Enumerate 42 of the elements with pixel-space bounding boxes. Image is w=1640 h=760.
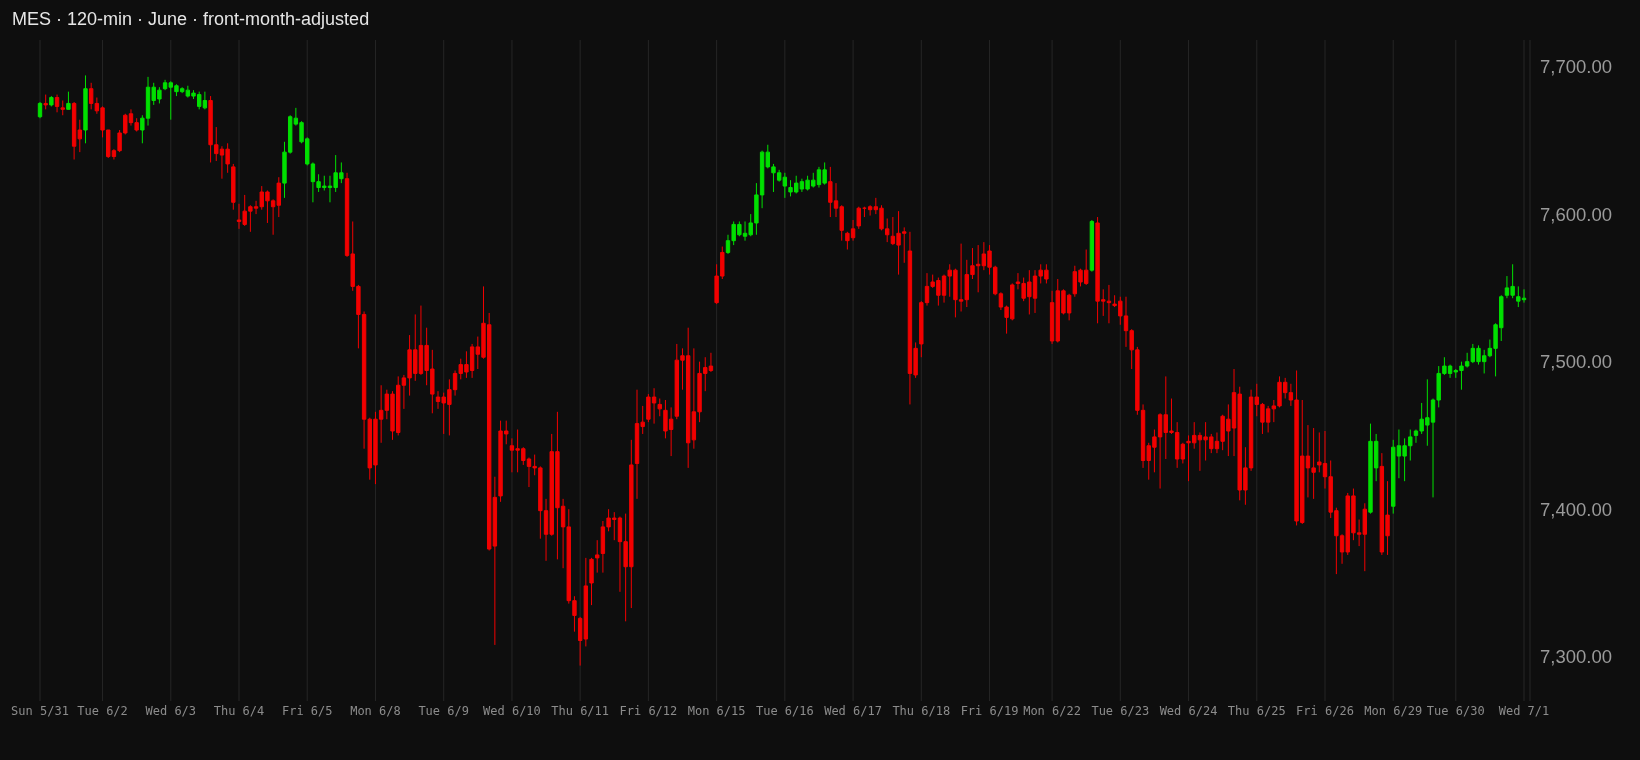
x-tick-label: Wed 6/10: [483, 704, 541, 718]
x-tick-label: Thu 6/25: [1227, 704, 1286, 718]
y-tick-label: 7,300.00: [1539, 646, 1612, 668]
candlestick: [589, 557, 594, 606]
x-tick-label: Tue 6/23: [1091, 704, 1150, 718]
y-tick-label: 7,500.00: [1539, 351, 1612, 373]
candlestick: [657, 398, 662, 417]
x-tick-label: Fri 6/5: [281, 704, 333, 718]
y-tick-label: 7,600.00: [1539, 203, 1612, 225]
candlestick: [60, 99, 65, 116]
x-tick-label: Sun 5/31: [11, 704, 69, 718]
candlestick: [1089, 219, 1095, 273]
y-tick-label: 7,700.00: [1539, 56, 1612, 78]
x-tick-label: Tue 6/9: [418, 704, 469, 718]
x-tick-label: Wed 6/17: [824, 704, 882, 718]
x-tick-label: Tue 6/30: [1426, 704, 1485, 718]
x-tick-label: Tue 6/16: [755, 704, 814, 718]
candlestick: [83, 74, 88, 144]
candlestick: [43, 94, 48, 110]
x-tick-label: Mon 6/15: [687, 704, 746, 718]
x-tick-label: Wed 7/1: [1498, 704, 1550, 718]
candlestick: [66, 91, 71, 110]
x-tick-label: Mon 6/29: [1364, 704, 1423, 718]
candlestick: [595, 539, 600, 574]
chart-title: MES · 120-min · June · front-month-adjusted: [12, 9, 370, 29]
x-tick-label: Wed 6/3: [145, 704, 197, 718]
x-tick-label: Tue 6/2: [77, 704, 128, 718]
candlestick: [231, 163, 236, 211]
x-tick-label: Mon 6/8: [350, 704, 401, 718]
x-tick-label: Thu 6/11: [551, 704, 610, 718]
candlestick: [54, 94, 60, 113]
x-tick-label: Thu 6/4: [213, 704, 265, 718]
x-tick-label: Thu 6/18: [892, 704, 951, 718]
x-tick-label: Fri 6/12: [619, 704, 678, 718]
candlestick: [37, 101, 43, 119]
x-tick-label: Wed 6/24: [1159, 704, 1218, 718]
x-tick-label: Fri 6/26: [1296, 704, 1354, 718]
candlestick: [49, 95, 54, 107]
x-tick-label: Mon 6/22: [1023, 704, 1081, 718]
candlestick: [856, 206, 861, 230]
x-tick-label: Fri 6/19: [960, 704, 1019, 718]
y-tick-label: 7,400.00: [1539, 498, 1612, 520]
